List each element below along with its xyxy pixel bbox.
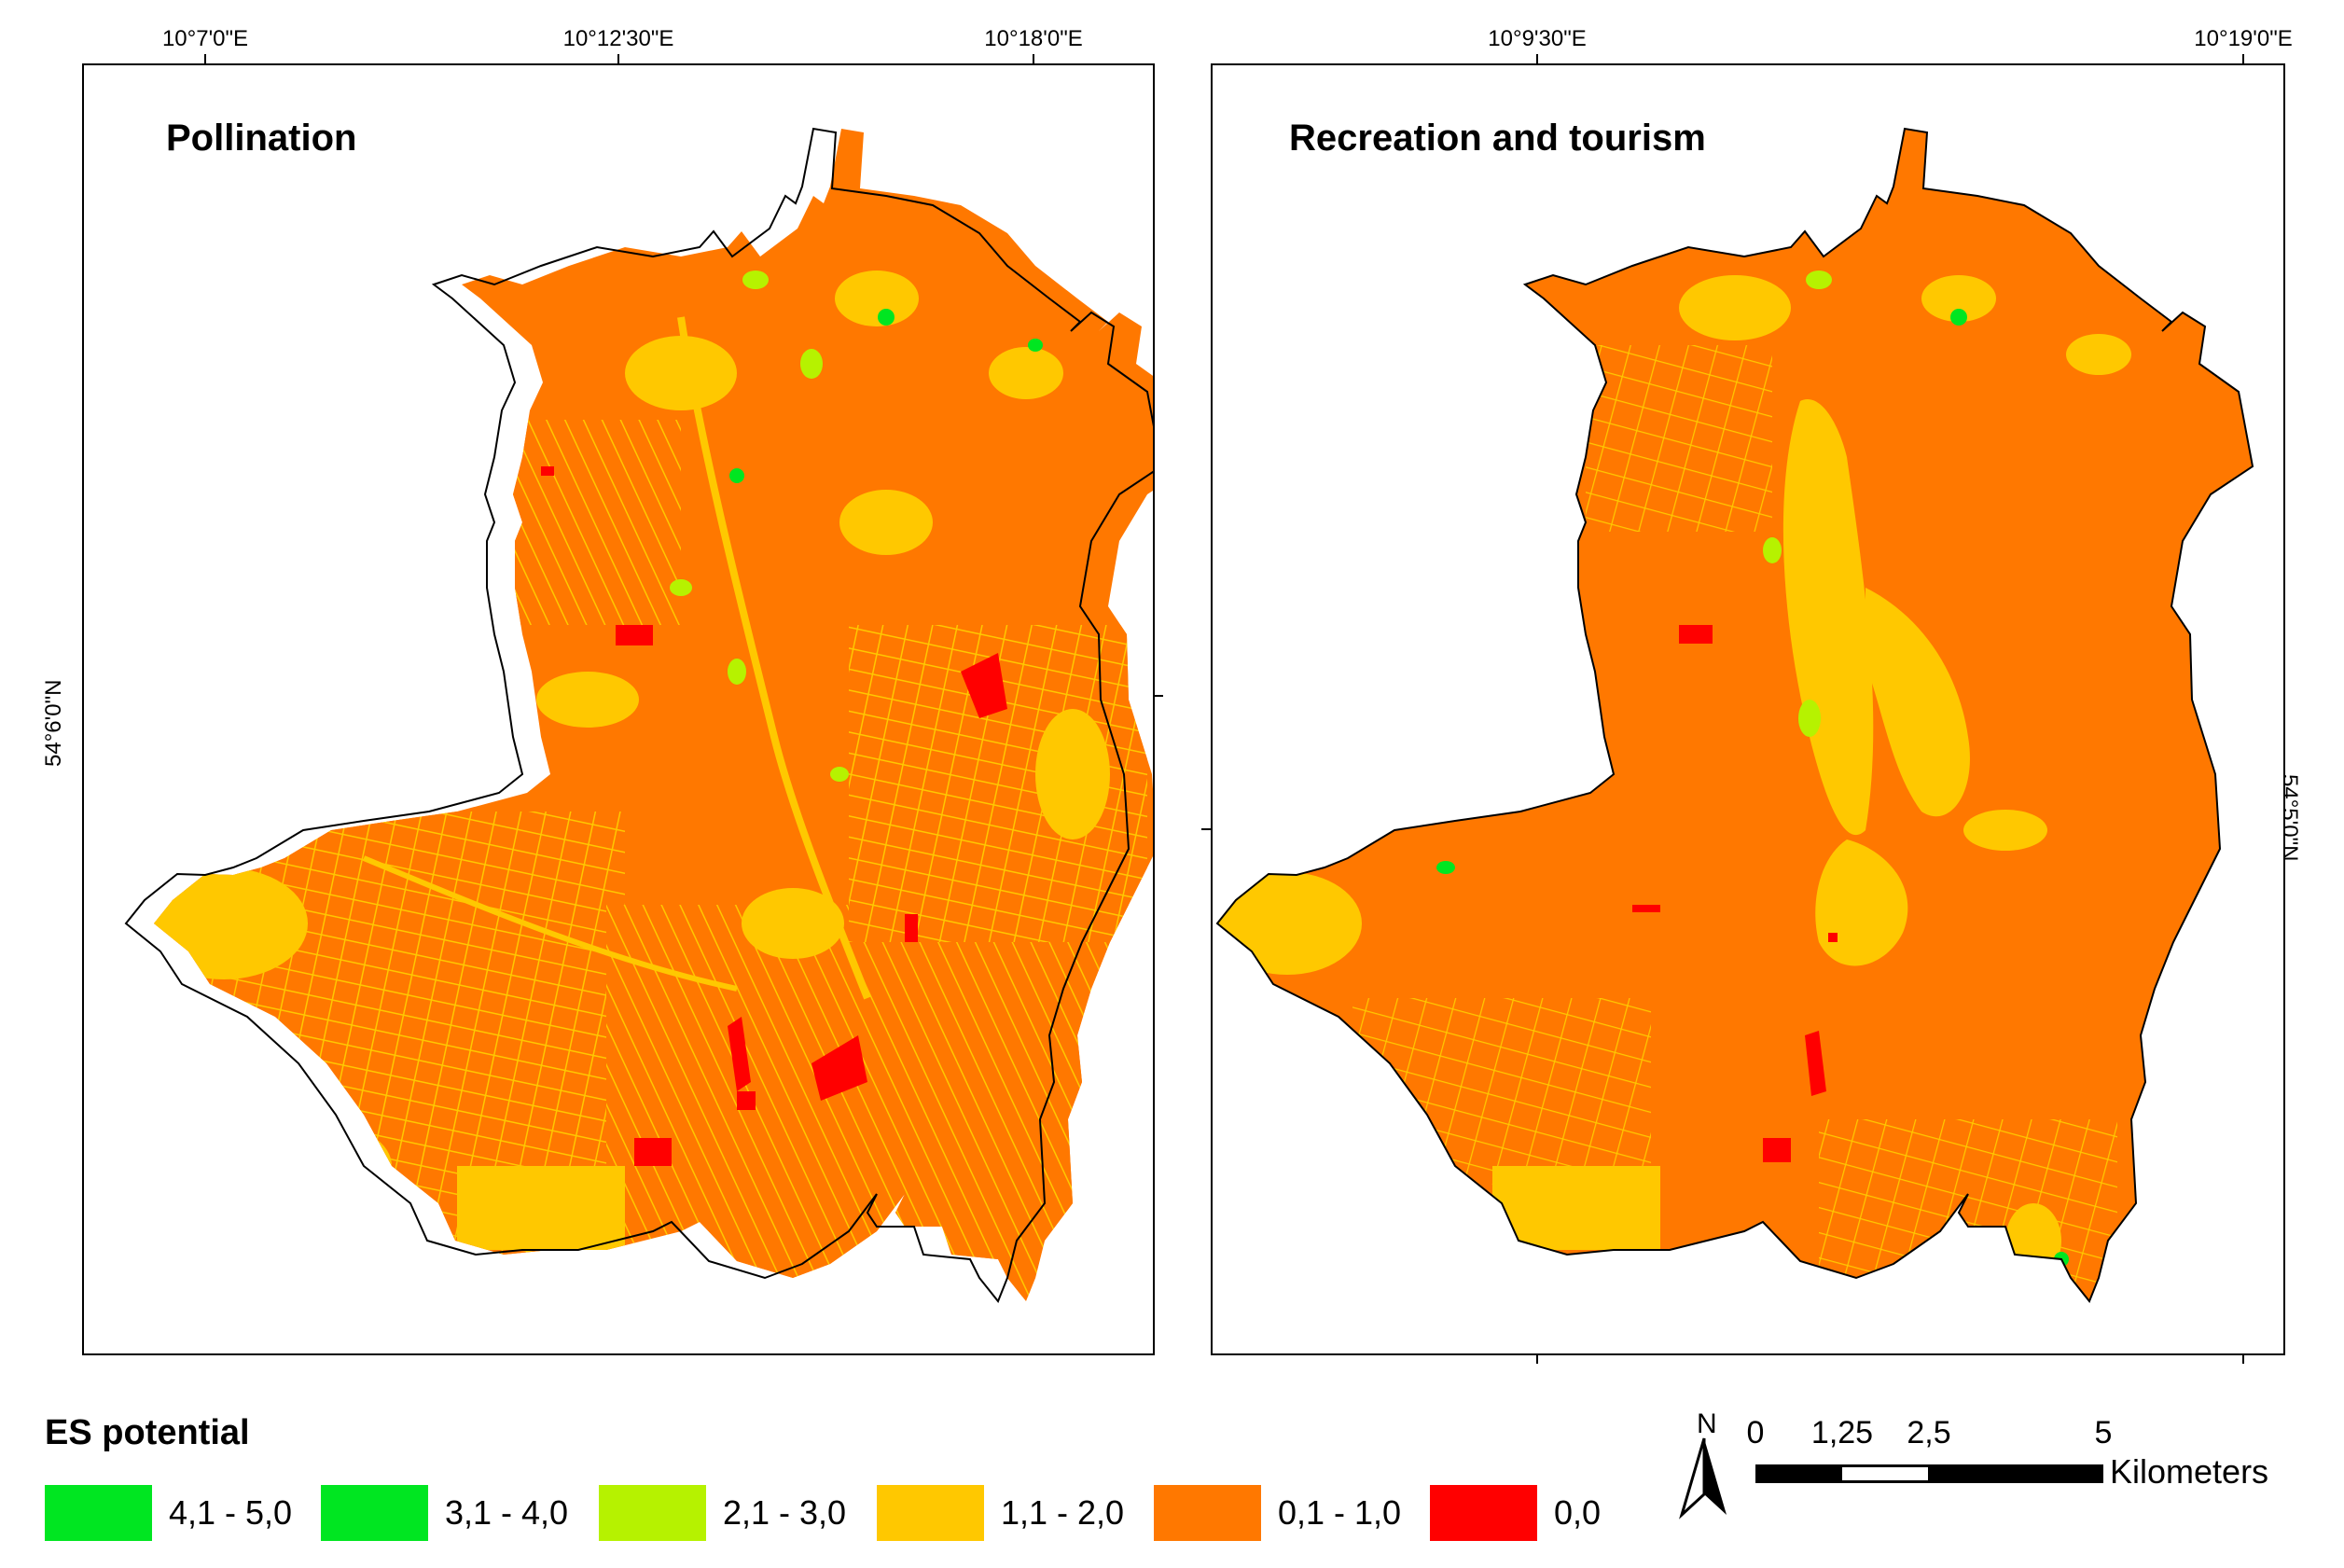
right-map-title: Recreation and tourism — [1289, 118, 1706, 159]
legend-swatch — [45, 1485, 152, 1541]
legend-label: 4,1 - 5,0 — [169, 1493, 293, 1532]
right-map-bottom-tick-2 — [2242, 1354, 2244, 1364]
right-map-frame: Recreation and tourism — [1211, 63, 2285, 1355]
left-map-frame: Pollination — [82, 63, 1155, 1355]
right-map-top-coord-1: 10°9'30"E — [1488, 26, 1587, 51]
legend-item-3-4: 3,1 - 4,0 — [321, 1485, 568, 1541]
scale-tick-label-1-25: 1,25 — [1810, 1415, 1874, 1450]
legend-label: 0,0 — [1554, 1493, 1602, 1532]
left-map-area — [124, 127, 1153, 1303]
legend-swatch — [877, 1485, 984, 1541]
left-map-top-tick-2 — [617, 54, 619, 63]
left-map-side-coord: 54°6'0"N — [41, 679, 66, 767]
legend-item-4-5: 4,1 - 5,0 — [45, 1485, 292, 1541]
left-map-top-tick-3 — [1033, 54, 1034, 63]
legend-swatch — [1430, 1485, 1537, 1541]
legend-item-0-1: 0,1 - 1,0 — [1154, 1485, 1401, 1541]
right-map-area — [1215, 127, 2254, 1303]
legend-swatch — [599, 1485, 706, 1541]
right-map-side-tick-left — [1201, 828, 1211, 830]
legend-label: 1,1 - 2,0 — [1001, 1493, 1125, 1532]
legend-item-0: 0,0 — [1430, 1485, 1601, 1541]
right-map-bottom-tick-1 — [1536, 1354, 1538, 1364]
legend-label: 0,1 - 1,0 — [1278, 1493, 1402, 1532]
legend-title: ES potential — [45, 1413, 250, 1452]
left-map-top-coord-1: 10°7'0"E — [161, 26, 249, 51]
legend-item-2-3: 2,1 - 3,0 — [599, 1485, 846, 1541]
scale-tick-label-2-5: 2,5 — [1907, 1415, 1951, 1450]
left-map-top-tick-1 — [204, 54, 206, 63]
scale-tick-label-0: 0 — [1746, 1415, 1765, 1450]
scale-bar-segment-1 — [1758, 1467, 1842, 1480]
legend-swatch — [1154, 1485, 1261, 1541]
legend-label: 2,1 - 3,0 — [723, 1493, 847, 1532]
right-map-top-tick-1 — [1536, 54, 1538, 63]
left-map-top-coord-3: 10°18'0"E — [984, 26, 1083, 51]
right-map-top-coord-2: 10°19'0"E — [2194, 26, 2293, 51]
scale-bar-segment-3 — [1928, 1467, 2103, 1480]
left-map-side-tick — [1154, 695, 1163, 697]
left-map-title: Pollination — [166, 118, 357, 159]
scale-tick-label-5: 5 — [2094, 1415, 2113, 1450]
north-arrow-label: N — [1697, 1408, 1717, 1439]
legend-label: 3,1 - 4,0 — [445, 1493, 569, 1532]
scale-bar — [1755, 1464, 2103, 1483]
legend-item-1-2: 1,1 - 2,0 — [877, 1485, 1124, 1541]
right-map-top-tick-2 — [2242, 54, 2244, 63]
legend-swatch — [321, 1485, 428, 1541]
scale-unit: Kilometers — [2110, 1452, 2269, 1491]
north-arrow: N — [1676, 1408, 1732, 1520]
north-arrow-icon — [1679, 1437, 1727, 1519]
left-map-top-coord-2: 10°12'30"E — [562, 26, 674, 51]
